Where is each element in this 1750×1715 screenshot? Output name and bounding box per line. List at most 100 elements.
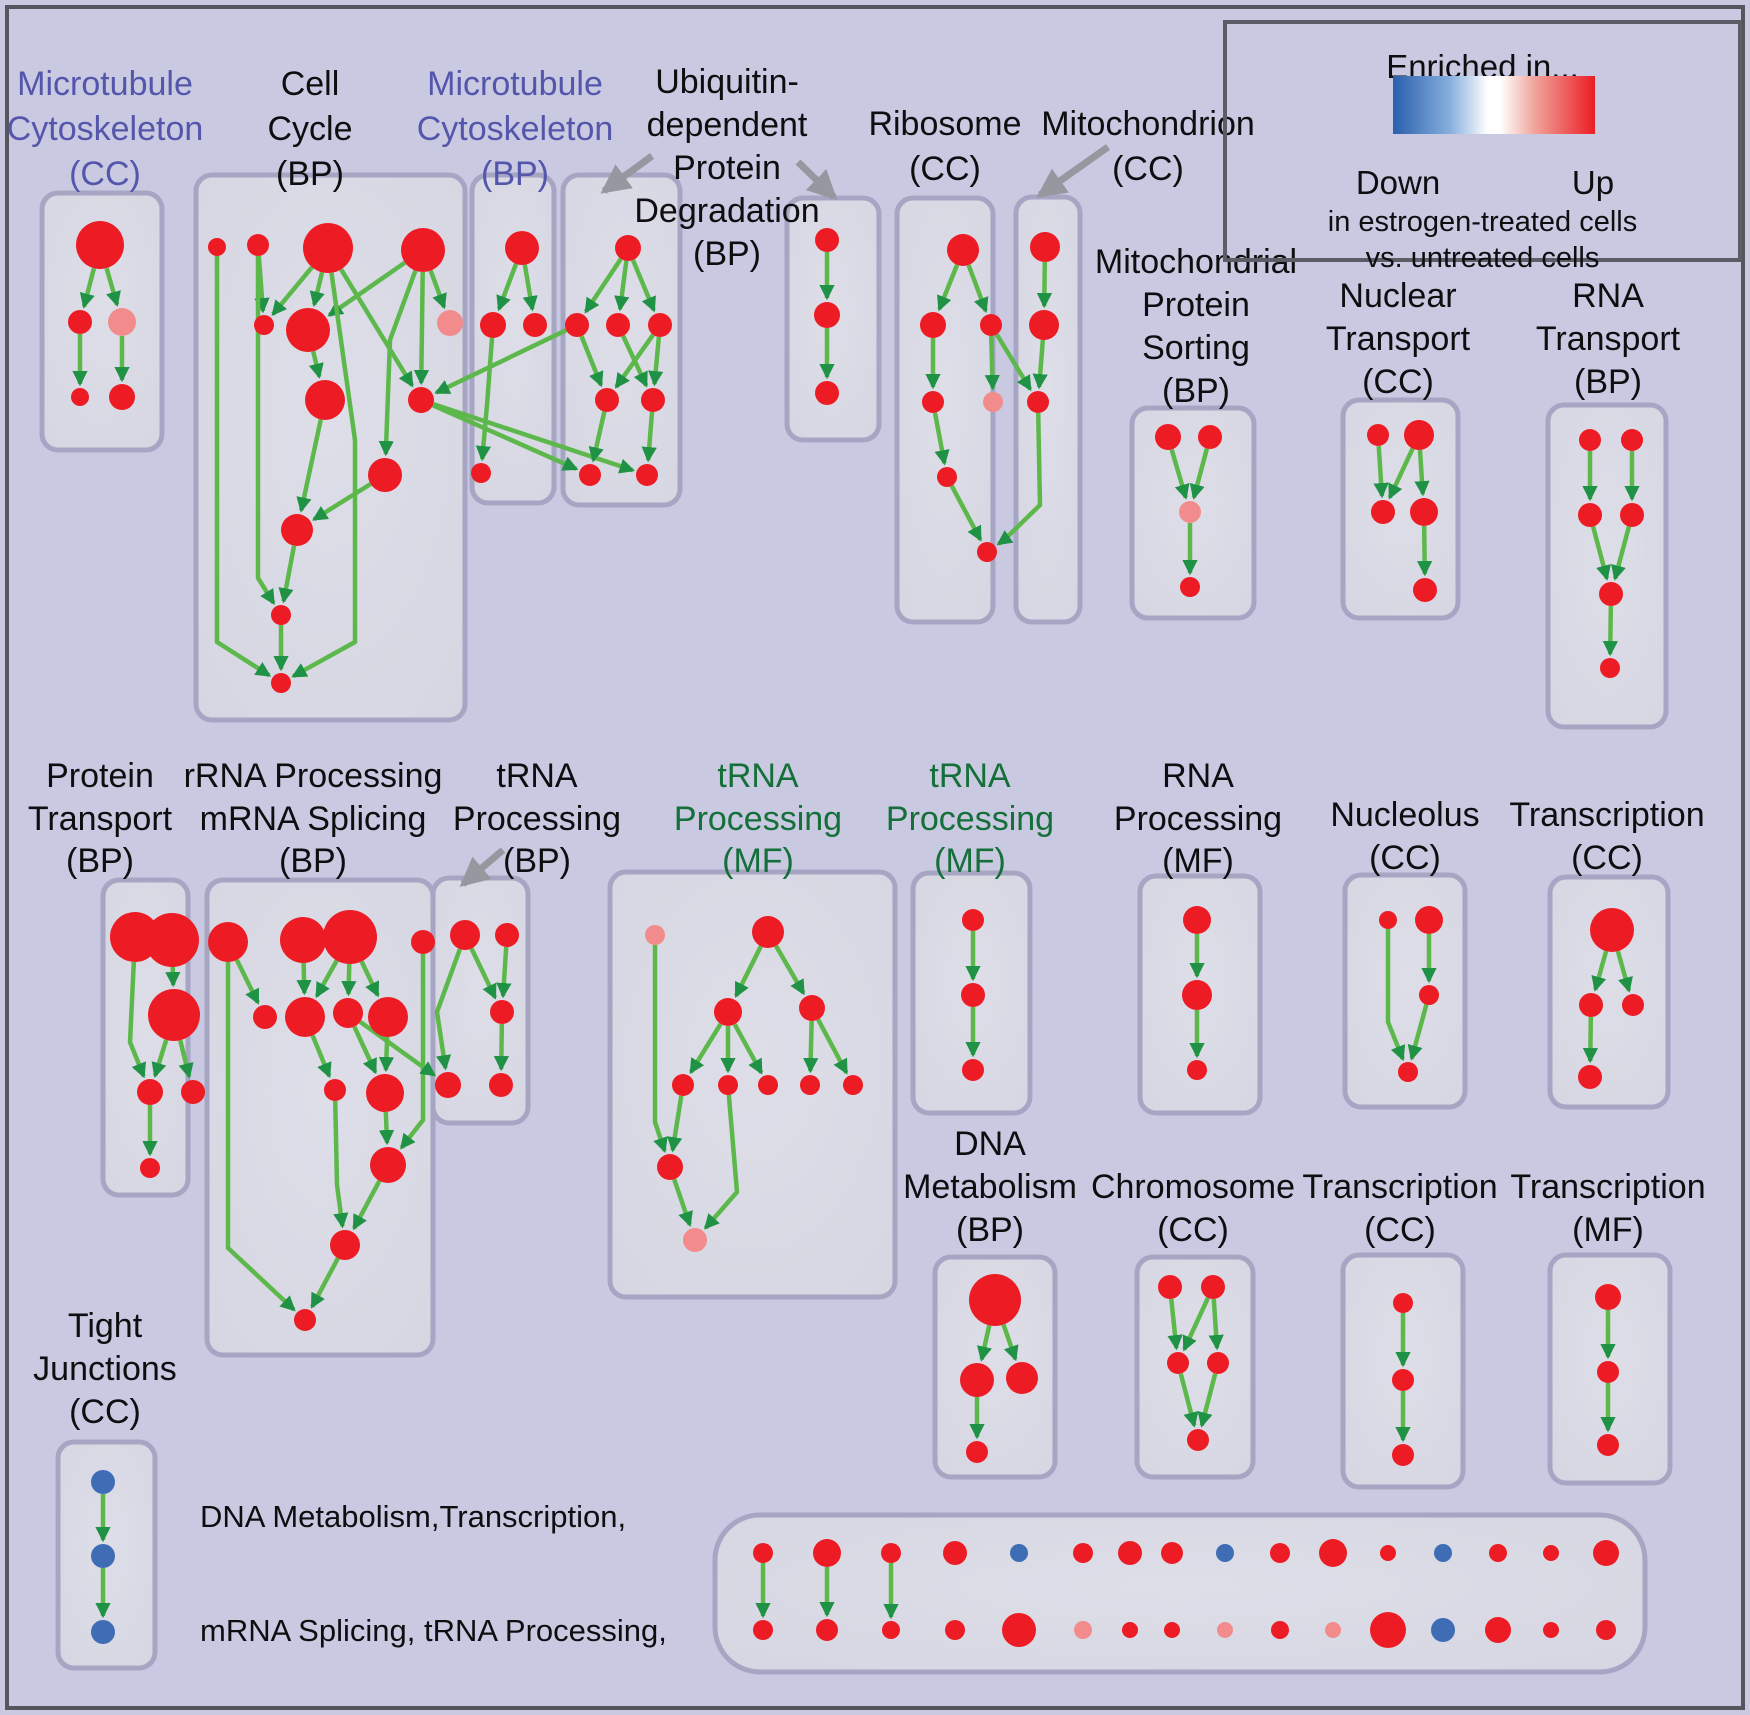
edge-arrow <box>588 411 607 463</box>
cluster-label-ribosome-cc: (CC) <box>909 150 981 188</box>
go-term-node-q0 <box>208 922 248 962</box>
go-term-node-rt5 <box>1600 658 1620 678</box>
edge-arrow <box>310 1034 332 1079</box>
label-pointer-arrow <box>459 847 506 887</box>
go-term-node-u2 <box>606 313 630 337</box>
go-term-node-qc <box>294 1309 316 1331</box>
go-term-node-tc1 <box>1579 993 1603 1017</box>
go-term-node-x2 <box>962 1059 984 1081</box>
go-term-node-m0 <box>1030 232 1060 262</box>
edge-arrow <box>1167 1298 1183 1351</box>
cluster-label-microtubule-bp: (BP) <box>481 155 549 193</box>
go-term-node-tc0 <box>1590 908 1634 952</box>
go-term-node-ccE <box>254 315 274 335</box>
edge-arrow <box>104 267 121 307</box>
legend-down-label: Down <box>1355 164 1441 201</box>
go-term-node <box>1271 1621 1289 1639</box>
edge-arrow <box>339 268 415 388</box>
go-term-node-w0 <box>645 925 665 945</box>
edge-arrow <box>431 403 579 471</box>
cluster-label-rrna-mrna: (BP) <box>279 842 347 880</box>
cluster-label-dna-metabolism: Metabolism <box>903 1168 1077 1206</box>
edge-arrow <box>352 1025 378 1075</box>
cluster-label-ubiquitin-bp-1: dependent <box>647 106 808 144</box>
go-term-node-u0 <box>615 235 641 261</box>
cluster-label-rna-transport: RNA <box>1572 277 1644 315</box>
go-term-node <box>1325 1622 1341 1638</box>
go-term-node-rt0 <box>1579 429 1601 451</box>
go-term-node-z2 <box>1419 985 1439 1005</box>
go-term-node <box>1380 1545 1396 1561</box>
go-term-node <box>753 1543 773 1563</box>
go-term-node-mtcc5 <box>109 384 135 410</box>
go-term-node-t3 <box>435 1072 461 1098</box>
go-term-node-ccH <box>305 380 345 420</box>
cluster-label-protein-transport: Transport <box>28 800 173 838</box>
edge-arrow <box>358 1019 437 1077</box>
edge-arrow <box>1197 1373 1218 1428</box>
cluster-label-cell-cycle: Cycle <box>267 110 352 148</box>
go-term-node <box>1118 1541 1142 1565</box>
go-term-node <box>1074 1621 1092 1639</box>
edge-arrow <box>774 944 806 996</box>
go-term-node-r3 <box>922 391 944 413</box>
go-term-node-ccF <box>286 308 330 352</box>
go-term-node-r4 <box>983 392 1003 412</box>
go-term-node-w9 <box>657 1154 683 1180</box>
go-term-node-p4 <box>181 1080 205 1104</box>
go-term-node-mtcc2 <box>68 310 92 334</box>
edge-arrow <box>79 267 97 309</box>
cluster-label-mito-protein-sorting: Sorting <box>1142 329 1250 367</box>
go-term-node-u7 <box>636 464 658 486</box>
cluster-label-rrna-mrna: rRNA Processing <box>184 757 443 795</box>
cluster-label-protein-transport: (BP) <box>66 842 134 880</box>
go-term-node-u1 <box>565 313 589 337</box>
go-term-node-s3 <box>1180 577 1200 597</box>
label-pointer-arrow <box>600 153 655 194</box>
cluster-label-microtubule-bp: Cytoskeleton <box>417 110 614 148</box>
edge-arrow <box>1582 1016 1599 1064</box>
edge-arrow <box>413 271 430 386</box>
go-term-node <box>881 1543 901 1563</box>
go-term-node-q6 <box>333 998 363 1028</box>
go-term-node <box>1002 1613 1036 1647</box>
cluster-label-cell-cycle: Cell <box>281 65 340 103</box>
go-term-node-nt3 <box>1410 498 1438 526</box>
go-term-node-w7 <box>800 1075 820 1095</box>
go-term-node-ccI <box>408 387 434 413</box>
go-term-node-tc3 <box>1578 1065 1602 1089</box>
cluster-label-ubiquitin-bp-1: Degradation <box>634 192 819 230</box>
go-term-node-rt2 <box>1578 503 1602 527</box>
go-term-node-mt3 <box>471 463 491 483</box>
edge-arrow <box>583 257 623 314</box>
edge-arrow <box>378 269 418 457</box>
edge-arrow <box>434 328 568 395</box>
go-term-node-ccL <box>271 605 291 625</box>
go-term-node-tg2 <box>1392 1444 1414 1466</box>
cluster-label-trna-bp: tRNA <box>496 757 578 795</box>
cluster-label-rna-processing-mf: (MF) <box>1162 842 1234 880</box>
cluster-label-ribosome-cc: Ribosome <box>868 105 1021 143</box>
cluster-label-trna-mf-small: (MF) <box>934 842 1006 880</box>
edge-arrow <box>310 1257 340 1309</box>
go-term-node <box>943 1541 967 1565</box>
go-term-node-ch0 <box>1158 1275 1182 1299</box>
cluster-label-tight-junctions: Tight <box>68 1307 143 1345</box>
edge-arrow <box>271 265 314 316</box>
cluster-box-nucleolus-cc <box>1342 872 1468 1110</box>
edge-arrow <box>816 1018 849 1075</box>
cluster-label-rrna-mrna: mRNA Splicing <box>200 800 427 838</box>
edge-arrow <box>652 945 668 1154</box>
edge-arrow <box>178 1039 194 1079</box>
go-term-node-ccK <box>281 514 313 546</box>
go-term-node <box>1164 1622 1180 1638</box>
edge-arrow <box>1036 261 1053 309</box>
edge-arrow <box>803 1020 819 1074</box>
cluster-label-trna-mf-large: Processing <box>674 800 842 838</box>
go-term-node-y1 <box>1182 980 1212 1010</box>
go-term-node-ch4 <box>1187 1429 1209 1451</box>
go-term-node-mtcc4 <box>71 388 89 406</box>
legend-subtitle-line2: vs. untreated cells <box>1365 242 1600 274</box>
edge-arrow <box>734 945 763 998</box>
cluster-label-nucleolus-cc: (CC) <box>1369 839 1441 877</box>
